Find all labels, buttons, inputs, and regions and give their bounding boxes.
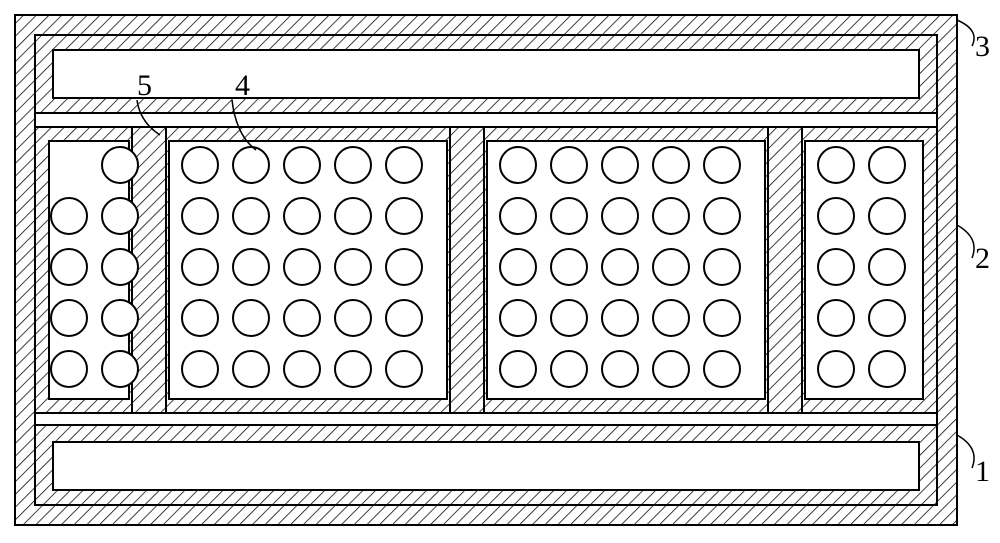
cell-2-hole: [500, 351, 536, 387]
cell-1-hole: [386, 198, 422, 234]
cell-2-hole: [500, 198, 536, 234]
cell-2-hole: [551, 198, 587, 234]
cell-2-hole: [500, 300, 536, 336]
label-3-leader: [957, 20, 974, 46]
cell-2-hole: [704, 249, 740, 285]
top-bar-window: [53, 50, 919, 98]
cell-3-hole: [818, 147, 854, 183]
bottom-bar-window: [53, 442, 919, 490]
cell-0-hole: [51, 198, 87, 234]
cell-1-hole: [284, 300, 320, 336]
cell-2-hole: [602, 300, 638, 336]
cell-3-hole: [818, 300, 854, 336]
cell-2-hole: [551, 351, 587, 387]
label-1-text: 1: [975, 455, 990, 488]
cell-3-hole: [818, 351, 854, 387]
cell-1-hole: [335, 147, 371, 183]
label-5-text: 5: [137, 69, 152, 102]
cell-0-hole: [102, 300, 138, 336]
cell-1-hole: [233, 198, 269, 234]
cell-2-hole: [500, 147, 536, 183]
cell-1-hole: [284, 249, 320, 285]
cell-2-hole: [704, 198, 740, 234]
cell-1-hole: [233, 300, 269, 336]
cell-2-hole: [653, 351, 689, 387]
cell-0-hole: [102, 147, 138, 183]
cell-2-hole: [653, 147, 689, 183]
cell-2-hole: [653, 198, 689, 234]
cell-2-hole: [704, 300, 740, 336]
cell-1-hole: [386, 351, 422, 387]
strut-1: [450, 127, 484, 413]
cell-2-hole: [602, 198, 638, 234]
cell-2-hole: [602, 249, 638, 285]
cell-0-hole: [51, 300, 87, 336]
cell-2-hole: [704, 351, 740, 387]
strut-2: [768, 127, 802, 413]
cell-0-hole: [102, 249, 138, 285]
cell-2-hole: [653, 300, 689, 336]
label-1-leader: [957, 435, 974, 468]
cell-1-hole: [284, 351, 320, 387]
cell-2-hole: [653, 249, 689, 285]
cell-0-hole: [102, 198, 138, 234]
cell-2-hole: [551, 300, 587, 336]
cell-3-hole: [869, 198, 905, 234]
label-4-text: 4: [235, 69, 250, 102]
cell-1-hole: [233, 147, 269, 183]
cell-3-hole: [869, 249, 905, 285]
cell-3-hole: [818, 198, 854, 234]
cell-1-hole: [182, 198, 218, 234]
cell-0-hole: [102, 351, 138, 387]
cell-0-hole: [51, 351, 87, 387]
cell-1-hole: [182, 249, 218, 285]
cell-1-hole: [182, 300, 218, 336]
cell-1-hole: [233, 249, 269, 285]
label-3-text: 3: [975, 30, 990, 63]
cell-1-hole: [335, 249, 371, 285]
cell-2-hole: [602, 147, 638, 183]
cell-2-hole: [704, 147, 740, 183]
cell-3-hole: [818, 249, 854, 285]
cell-2-hole: [500, 249, 536, 285]
cell-0-hole: [51, 249, 87, 285]
cell-2-hole: [551, 147, 587, 183]
cell-1-hole: [335, 198, 371, 234]
cell-1-hole: [386, 300, 422, 336]
cell-1-hole: [182, 351, 218, 387]
cell-1-hole: [386, 147, 422, 183]
cell-3-hole: [869, 147, 905, 183]
label-2-text: 2: [975, 242, 990, 275]
label-2-leader: [957, 225, 974, 258]
cell-1-hole: [284, 198, 320, 234]
cell-2-hole: [551, 249, 587, 285]
cell-1-hole: [335, 300, 371, 336]
cell-3-hole: [869, 351, 905, 387]
cell-1-hole: [386, 249, 422, 285]
cell-1-hole: [284, 147, 320, 183]
cell-1-hole: [233, 351, 269, 387]
cell-2-hole: [602, 351, 638, 387]
cell-1-hole: [335, 351, 371, 387]
cell-1-hole: [182, 147, 218, 183]
cell-3-hole: [869, 300, 905, 336]
